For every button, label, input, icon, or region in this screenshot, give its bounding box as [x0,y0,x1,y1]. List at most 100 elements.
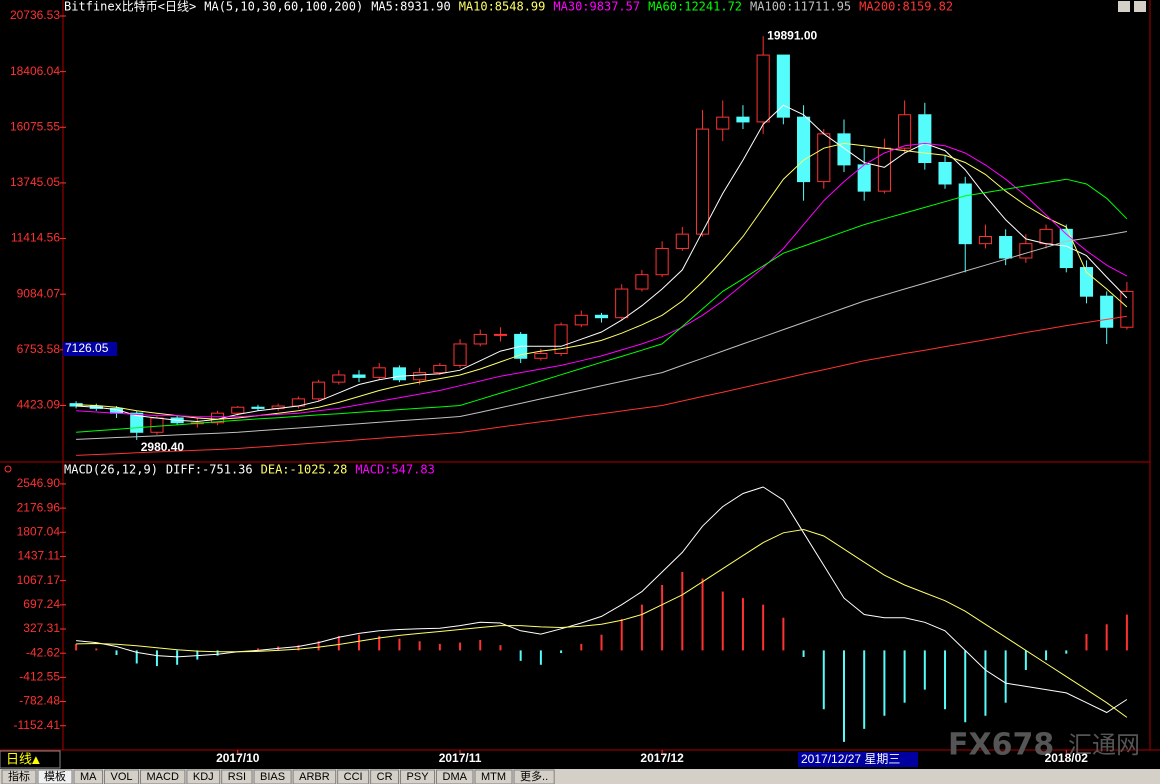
x-tick-label: 2017/12 [640,751,684,765]
y-tick-label: -782.48 [19,694,60,708]
tab-label: 模板 [44,769,66,783]
legend-entry: MA5:8931.90 [371,0,450,14]
tab[interactable]: MTM [474,769,513,784]
tab[interactable]: 更多.. [513,769,555,784]
candle-body [594,314,609,319]
y-tick-label: -42.62 [26,645,60,659]
candle-body [978,236,993,245]
period-button[interactable] [0,750,61,769]
tab[interactable]: MACD [140,769,186,784]
legend-entry: MA30:9837.57 [553,0,640,14]
cursor-date-box [798,752,918,767]
tab[interactable]: 指标 [1,769,37,784]
tab[interactable]: VOL [104,769,140,784]
candle-body [837,133,851,166]
candle-body [695,128,710,235]
tab-button[interactable] [73,769,103,784]
candle-body [352,374,366,378]
y-tick-label: 2546.90 [17,476,61,490]
x-tick-label: 2017/10 [216,751,260,765]
candle-body [736,116,750,123]
y-tick-label: 16075.55 [10,119,60,133]
tab-button[interactable] [474,769,513,784]
y-tick-label: 2176.96 [17,500,61,514]
period-button-label: 日线▲ [6,753,40,768]
window-button[interactable] [1134,1,1146,12]
ma-line [76,231,1127,440]
tab[interactable]: MA [73,769,103,784]
tab[interactable]: ARBR [292,769,337,784]
tab[interactable]: RSI [221,769,253,784]
tab-button[interactable] [400,769,436,784]
tab-button[interactable] [140,769,186,784]
tab-button[interactable] [436,769,474,784]
candle-body [898,114,912,149]
candle-body [817,133,831,183]
y-tick-label: -1152.41 [14,718,61,732]
ma-line [76,315,1127,456]
tab[interactable]: CR [370,769,400,784]
cursor-date: 2017/12/27 星期三 [801,752,900,766]
tab-button[interactable] [37,769,73,784]
tab-label: 指标 [8,769,30,783]
legend-entry: MACD:547.83 [355,463,434,477]
y-tick-label: 327.31 [23,621,60,635]
tab-label: CCI [344,771,363,783]
tab-label: MACD [147,771,179,783]
candle-body [655,247,669,276]
y-tick-label: 1067.17 [17,573,61,587]
candle-body [877,147,891,192]
tab[interactable]: PSY [400,769,436,784]
tab-button[interactable] [370,769,400,784]
tab-label: DMA [443,771,468,783]
candle-body [372,367,386,378]
panel-icon [4,465,12,473]
candle-body [150,417,164,433]
macd-line [76,528,1128,718]
tab-label: ARBR [299,771,330,783]
candle-body [938,162,952,185]
candle-body [392,367,406,381]
tab-label: VOL [111,771,133,783]
tab[interactable]: KDJ [186,769,221,784]
tab-button[interactable] [104,769,140,784]
tab-button[interactable] [292,769,337,784]
candle-body [312,381,326,400]
tab-label: PSY [407,771,430,783]
y-tick-label: -412.55 [19,670,60,684]
tab-button[interactable] [1,769,37,784]
candle-body [615,288,629,319]
y-tick-label: 4423.09 [17,398,61,412]
tab[interactable]: BIAS [253,769,292,784]
candle-body [332,374,346,383]
candle-body [231,406,245,414]
candle-body [918,114,932,164]
tab[interactable]: 模板 [37,769,73,784]
window-button[interactable] [1118,1,1130,12]
tab-button[interactable] [186,769,221,784]
chart-title: MACD(26,12,9) [64,463,158,477]
x-tick-label: 2017/11 [439,751,482,765]
candle-body [453,343,467,366]
tab[interactable]: CCI [337,769,370,784]
tab-button[interactable] [221,769,253,784]
candle-body [1019,243,1033,259]
candle-body [756,54,770,123]
tab-button[interactable] [337,769,370,784]
chart-title: Bitfinex比特币<日线> [64,0,196,14]
tab-button[interactable] [513,769,555,784]
candle-body [493,333,508,336]
tab-button[interactable] [253,769,292,784]
tab[interactable]: DMA [436,769,474,784]
candle-body [473,333,487,345]
candle-body [776,54,790,118]
min-label: 2980.40 [141,440,185,454]
legend-entry: MA100:11711.95 [750,0,851,14]
max-label: 19891.00 [767,28,817,42]
y-tick-label: 20736.53 [10,8,60,22]
candle-body [433,364,447,374]
tabs: 指标 模板 MA VOL MACD KDJ RSI BIAS ARBR CCI CR PSY DMA MT… [1,769,555,784]
candle-body [675,233,689,249]
candle-body [534,352,548,359]
